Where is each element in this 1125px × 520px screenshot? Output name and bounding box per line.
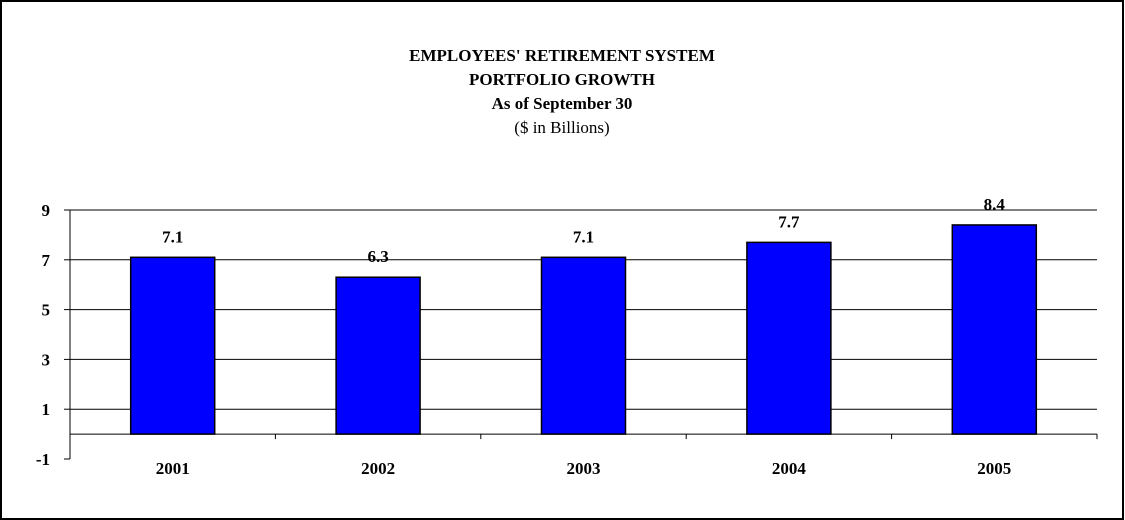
y-tick-label-1: 7 [42, 251, 51, 270]
data-label-2001: 7.1 [162, 227, 183, 246]
chart-title-line-1: EMPLOYEES' RETIREMENT SYSTEM [409, 46, 715, 65]
chart-titles: EMPLOYEES' RETIREMENT SYSTEM PORTFOLIO G… [0, 44, 1124, 140]
y-tick-label-0: 9 [42, 201, 51, 220]
data-label-2005: 8.4 [984, 195, 1006, 214]
category-label-2005: 2005 [977, 459, 1011, 478]
bar-2001 [129, 256, 216, 435]
y-tick-label-4: 1 [42, 400, 51, 419]
data-label-2002: 6.3 [367, 247, 388, 266]
y-tick-label-5: -1 [36, 450, 50, 469]
chart-subtitle: ($ in Billions) [514, 118, 610, 137]
category-label-2003: 2003 [567, 459, 601, 478]
data-label-2004: 7.7 [778, 212, 800, 231]
category-label-2002: 2002 [361, 459, 395, 478]
category-label-2001: 2001 [156, 459, 190, 478]
category-label-2004: 2004 [772, 459, 807, 478]
bar-2002 [335, 276, 421, 435]
y-tick-label-2: 5 [42, 301, 51, 320]
bar-2004 [746, 241, 832, 435]
chart-title-line-3: As of September 30 [491, 94, 633, 113]
bar-2005 [951, 224, 1038, 435]
data-label-2003: 7.1 [573, 227, 594, 246]
y-tick-label-3: 3 [42, 350, 51, 369]
bar-2003 [540, 256, 627, 435]
chart-title-line-2: PORTFOLIO GROWTH [469, 70, 655, 89]
